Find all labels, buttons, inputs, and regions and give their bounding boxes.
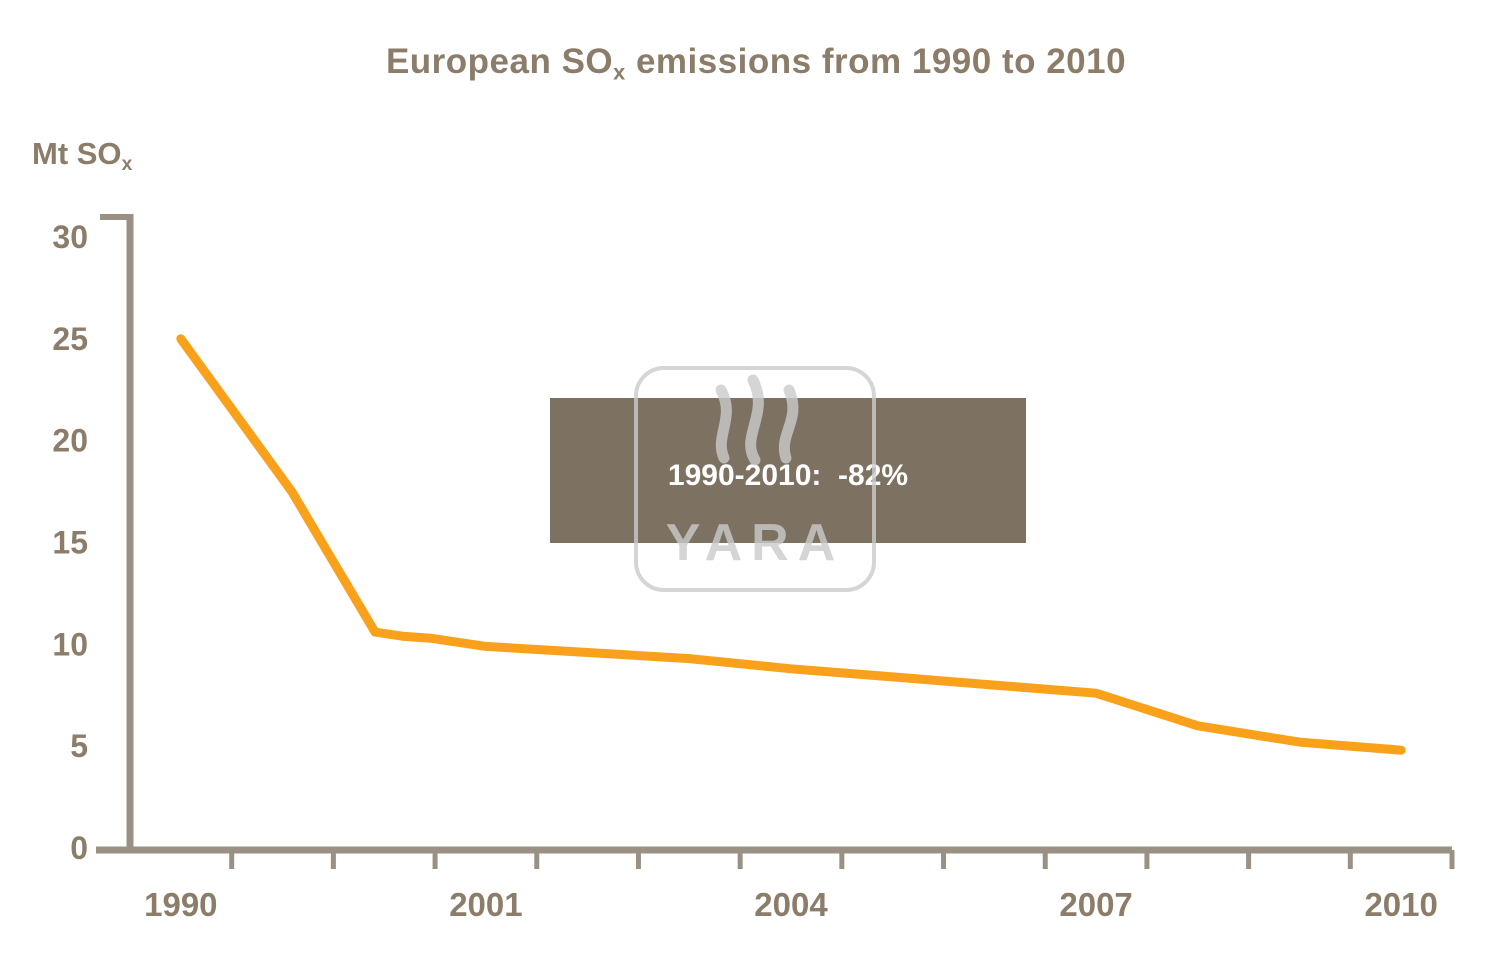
x-tick-label: 1990 <box>144 886 217 923</box>
x-tick-label: 2004 <box>754 886 828 923</box>
emissions-line <box>176 334 1406 755</box>
y-tick-label: 5 <box>70 728 88 764</box>
x-tick-label: 2007 <box>1059 886 1132 923</box>
y-axis-unit-label: Mt SOx <box>32 136 132 176</box>
chart-title-prefix: European SO <box>385 42 614 81</box>
x-tick-label: 2001 <box>449 886 522 923</box>
y-tick-label: 0 <box>70 830 88 866</box>
y-tick-label: 30 <box>52 219 88 255</box>
chart-title-suffix: emissions from 1990 to 2010 <box>625 42 1127 81</box>
annotation-box: 1990-2010: -82% <box>550 398 1026 543</box>
y-tick-label: 15 <box>52 525 88 561</box>
chart-title: European SOx emissions from 1990 to 2010 <box>0 42 1512 86</box>
annotation-text: 1990-2010: -82% <box>667 458 909 492</box>
y-tick-label: 10 <box>52 626 88 662</box>
chart-title-subscript: x <box>613 59 626 85</box>
y-unit-subscript: x <box>121 153 133 175</box>
x-tick-label: 2010 <box>1364 886 1437 923</box>
y-tick-label: 25 <box>52 321 88 357</box>
y-tick-label: 20 <box>52 423 88 459</box>
y-unit-prefix: Mt SO <box>32 136 122 171</box>
